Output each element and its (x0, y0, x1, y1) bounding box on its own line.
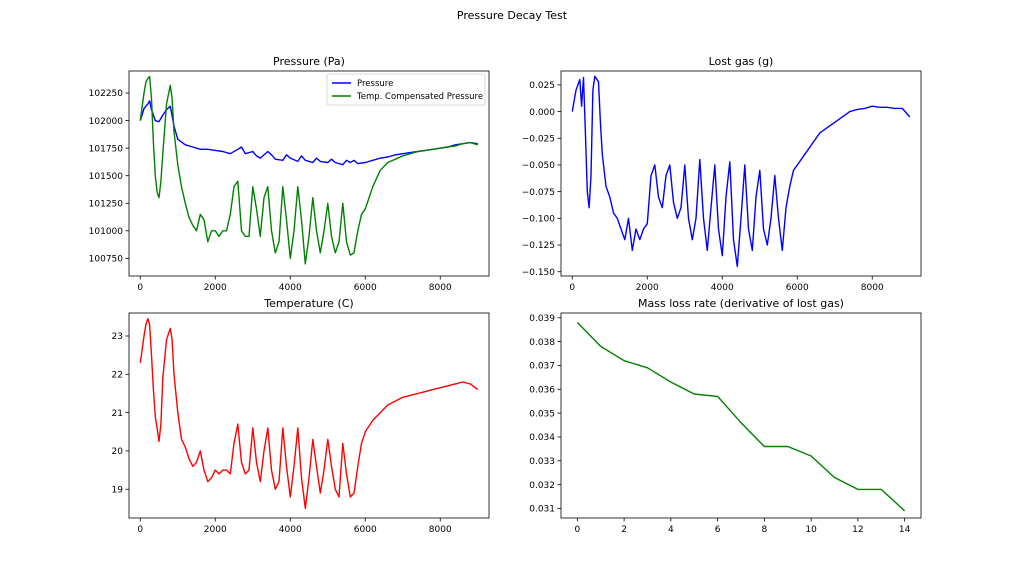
x-tick-label: 4000 (279, 283, 302, 293)
x-tick-label: 14 (899, 525, 911, 535)
y-tick-label: 0.025 (529, 81, 555, 91)
x-tick-label: 4000 (279, 525, 302, 535)
series-line-1 (576, 322, 906, 512)
x-tick-label: 8 (762, 525, 768, 535)
x-tick-label: 6000 (354, 525, 377, 535)
chart-title: Lost gas (g) (709, 55, 774, 68)
x-tick-label: 6000 (354, 283, 377, 293)
x-tick-label: 0 (137, 283, 143, 293)
y-tick-label: 0.032 (529, 481, 555, 491)
x-tick-label: 6 (715, 525, 721, 535)
series-line-1 (571, 75, 911, 268)
y-tick-label: 0.039 (529, 314, 555, 324)
axes-frame (560, 70, 922, 277)
y-tick-label: 0.037 (529, 362, 555, 372)
y-tick-label: 23 (112, 332, 123, 342)
y-tick-label: 101500 (89, 172, 124, 182)
y-tick-label: 100750 (89, 255, 124, 265)
chart-title: Pressure (Pa) (273, 55, 345, 68)
legend-label: Pressure (357, 79, 393, 89)
x-tick-label: 4 (668, 525, 674, 535)
y-tick-label: 0.035 (529, 409, 555, 419)
chart-title: Temperature (C) (263, 297, 353, 310)
x-tick-label: 2 (621, 525, 627, 535)
series-line-1 (139, 318, 479, 510)
y-tick-label: −0.150 (522, 268, 556, 278)
x-tick-label: 0 (137, 525, 143, 535)
y-tick-label: 101250 (89, 199, 124, 209)
x-tick-label: 2000 (204, 525, 227, 535)
y-tick-label: −0.125 (522, 241, 555, 251)
y-tick-label: 0.038 (529, 338, 555, 348)
y-tick-label: 21 (112, 409, 123, 419)
chart-1: Pressure (Pa) 0 2000 4000 6000 8000 100750 1010… (89, 55, 490, 293)
y-tick-label: 0.000 (529, 108, 555, 118)
chart-2: Lost gas (g) 0 2000 4000 6000 8000 −0.150 −0.12… (522, 55, 922, 293)
legend-label: Temp. Compensated Pressure (356, 92, 483, 102)
y-tick-label: −0.025 (522, 134, 555, 144)
y-tick-label: 0.031 (529, 505, 555, 515)
y-tick-label: −0.100 (522, 215, 556, 225)
legend-box (326, 73, 486, 106)
x-tick-label: 2000 (204, 283, 227, 293)
y-tick-label: 0.033 (529, 457, 555, 467)
axes-frame (560, 312, 922, 519)
x-tick-label: 2000 (636, 283, 659, 293)
y-tick-label: 0.034 (529, 433, 555, 443)
y-tick-label: 101000 (89, 227, 124, 237)
x-tick-label: 6000 (786, 283, 809, 293)
y-tick-label: 101750 (89, 144, 124, 154)
chart-3: Temperature (C) 0 2000 4000 6000 8000 19 20 21 22… (112, 297, 490, 535)
series-line-1 (139, 100, 478, 166)
y-tick-label: 20 (112, 447, 124, 457)
series-line-2 (139, 75, 478, 265)
figure-title: Pressure Decay Test (456, 9, 568, 22)
x-tick-label: 8000 (861, 283, 884, 293)
y-tick-label: 19 (112, 485, 124, 495)
y-tick-label: 102250 (89, 89, 124, 99)
axes-frame (128, 312, 490, 519)
legend: Pressure Temp. Compensated Pressure (326, 73, 486, 106)
y-tick-label: −0.075 (522, 188, 555, 198)
x-tick-label: 8000 (429, 525, 452, 535)
x-tick-label: 0 (574, 525, 580, 535)
x-tick-label: 0 (569, 283, 575, 293)
chart-4: Mass loss rate (derivative of lost gas) 0… (529, 297, 922, 535)
x-tick-label: 4000 (711, 283, 734, 293)
x-tick-label: 10 (805, 525, 817, 535)
x-tick-label: 8000 (429, 283, 452, 293)
chart-title: Mass loss rate (derivative of lost gas) (638, 297, 844, 310)
y-tick-label: 0.036 (529, 385, 555, 395)
x-tick-label: 12 (852, 525, 863, 535)
y-tick-label: 22 (112, 371, 123, 381)
axes-frame (128, 70, 490, 277)
y-tick-label: −0.050 (522, 161, 556, 171)
y-tick-label: 102000 (89, 117, 124, 127)
